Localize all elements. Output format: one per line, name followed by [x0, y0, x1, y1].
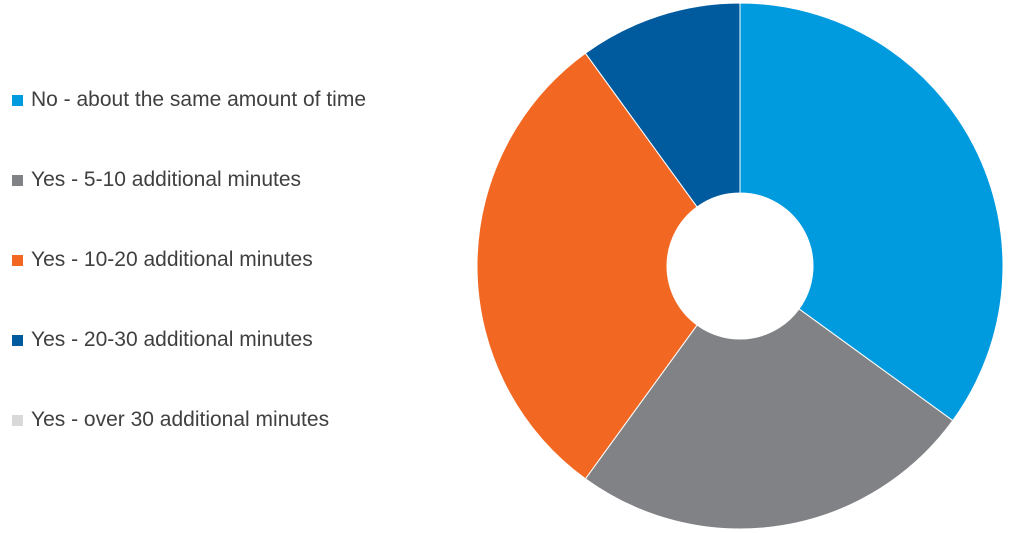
- legend-label: Yes - 20-30 additional minutes: [31, 328, 313, 351]
- legend-label: Yes - 5-10 additional minutes: [31, 168, 302, 191]
- chart-legend: No - about the same amount of time Yes -…: [12, 83, 432, 483]
- legend-label: No - about the same amount of time: [31, 88, 367, 111]
- donut-slice-0: [739, 2, 1004, 422]
- legend-label: Yes - over 30 additional minutes: [31, 408, 330, 431]
- legend-swatch: [12, 94, 23, 106]
- legend-item-yes-5-10: Yes - 5-10 additional minutes: [12, 163, 432, 197]
- donut-slice-3: [584, 2, 741, 208]
- legend-swatch: [12, 174, 23, 186]
- legend-item-yes-over-30: Yes - over 30 additional minutes: [12, 403, 432, 437]
- legend-swatch: [12, 414, 23, 426]
- donut-slice-1: [584, 308, 954, 530]
- legend-item-yes-10-20: Yes - 10-20 additional minutes: [12, 243, 432, 277]
- legend-swatch: [12, 334, 23, 346]
- donut-slice-2: [476, 52, 698, 480]
- legend-item-no-same-time: No - about the same amount of time: [12, 83, 432, 117]
- legend-item-yes-20-30: Yes - 20-30 additional minutes: [12, 323, 432, 357]
- legend-label: Yes - 10-20 additional minutes: [31, 248, 313, 271]
- legend-swatch: [12, 254, 23, 266]
